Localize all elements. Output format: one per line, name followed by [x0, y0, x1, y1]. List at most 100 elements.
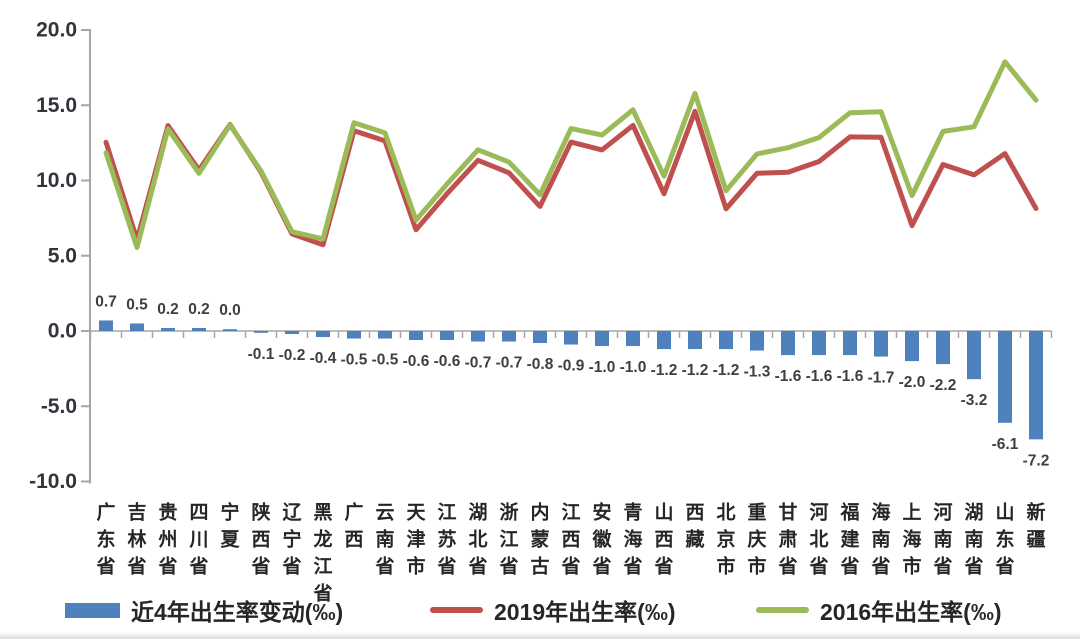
- category-label-char: 福: [839, 501, 859, 524]
- category-label-char: 省: [870, 556, 890, 578]
- category-label-char: 南: [871, 529, 890, 551]
- bar-value-label: -0.9: [558, 358, 585, 375]
- bar-value-label: -7.2: [1023, 452, 1050, 469]
- category-label-char: 省: [436, 556, 456, 578]
- category-label-char: 浙: [499, 501, 518, 524]
- bar-labels: 0.7 0.5 0.2 0.2 0.0-0.1 -0.2 -0.4 -0.5 -0.5 -0.6-…: [95, 293, 1049, 469]
- category-label-char: 广: [96, 501, 115, 524]
- bar-value-label: -1.0: [620, 359, 647, 376]
- category-label-char: 西: [251, 530, 270, 551]
- line-2016: [103, 59, 1039, 250]
- bar: [409, 331, 423, 341]
- category-label-char: 河: [809, 502, 828, 524]
- bar: [595, 331, 609, 347]
- y-tick-label: 10.0: [36, 169, 77, 192]
- legend-swatch-line-2016: [756, 607, 809, 613]
- bar-value-label: 0.5: [126, 296, 148, 313]
- category-label-char: 省: [591, 556, 611, 578]
- category-label-char: 贵: [158, 502, 177, 524]
- bar: [533, 331, 547, 344]
- bar: [1029, 331, 1043, 440]
- category-label-char: 省: [188, 556, 208, 578]
- category-label-char: 省: [281, 556, 301, 578]
- bar-value-label: -1.3: [744, 364, 771, 381]
- category-label-char: 青: [623, 502, 642, 524]
- category-label-char: 省: [839, 556, 859, 578]
- category-label-char: 省: [374, 556, 394, 578]
- bar-value-label: -1.2: [682, 362, 709, 379]
- y-tick-label: -5.0: [41, 395, 77, 418]
- category-label-char: 省: [963, 556, 983, 578]
- category-label-char: 西: [654, 530, 673, 551]
- bar-value-label: -0.6: [403, 353, 430, 370]
- category-label-char: 省: [653, 556, 673, 578]
- bar: [440, 331, 454, 341]
- bar: [564, 331, 578, 345]
- category-label-char: 省: [250, 556, 270, 578]
- category-label-char: 河: [933, 502, 952, 524]
- category-label-char: 北: [468, 529, 487, 551]
- category-label-char: 省: [498, 556, 518, 578]
- category-label-char: 龙: [313, 528, 332, 551]
- legend-item-2019: 2019年出生率(‰): [430, 595, 675, 625]
- bar-value-label: 0.7: [95, 293, 117, 310]
- y-tick-label: 15.0: [36, 94, 77, 117]
- category-label-char: 建: [840, 528, 859, 551]
- bar-value-label: -1.2: [651, 362, 678, 379]
- category-label-char: 湖: [468, 502, 487, 524]
- bar: [905, 331, 919, 362]
- bar-value-label: -1.7: [868, 370, 895, 387]
- category-label-char: 市: [747, 555, 766, 578]
- category-label-char: 新: [1026, 501, 1045, 524]
- category-label-char: 省: [312, 583, 332, 605]
- legend-label-change: 近4年出生率变动(‰): [131, 599, 344, 625]
- category-label-char: 东: [96, 528, 115, 551]
- bar-value-label: -3.2: [961, 392, 988, 409]
- category-label-char: 南: [375, 529, 394, 551]
- bar: [688, 331, 702, 350]
- y-tick-label: 0.0: [48, 320, 77, 343]
- bottom-edge: [0, 632, 1080, 639]
- category-label-char: 海: [623, 528, 642, 551]
- category-label-char: 云: [375, 503, 394, 524]
- category-label-char: 天: [406, 503, 426, 524]
- category-label-char: 南: [933, 529, 952, 551]
- bar: [254, 331, 268, 333]
- category-label-char: 津: [406, 528, 425, 551]
- category-label-char: 江: [561, 502, 580, 524]
- category-label-char: 庆: [747, 528, 766, 551]
- bar-value-label: -0.2: [279, 347, 306, 364]
- category-label-char: 广: [344, 501, 363, 524]
- category-label-char: 省: [622, 556, 642, 578]
- category-label-char: 黑: [313, 502, 332, 524]
- legend-swatch-bar: [65, 602, 120, 618]
- category-label-char: 徽: [591, 528, 612, 551]
- category-label-char: 省: [777, 556, 797, 578]
- category-label-char: 安: [592, 501, 611, 524]
- legend-item-2016: 2016年出生率(‰): [756, 595, 1001, 625]
- category-label-char: 省: [808, 556, 828, 578]
- category-label-char: 省: [126, 556, 146, 578]
- bar: [471, 331, 485, 342]
- bar: [843, 331, 857, 356]
- category-label-char: 海: [871, 501, 890, 524]
- category-label-char: 重: [747, 502, 766, 524]
- category-label-char: 省: [560, 556, 580, 578]
- bar-value-label: 0.2: [188, 301, 210, 318]
- category-label-char: 西: [685, 503, 704, 524]
- category-label-char: 川: [188, 530, 208, 551]
- category-label-char: 甘: [778, 502, 797, 524]
- category-label-char: 苏: [437, 528, 456, 551]
- bar: [936, 331, 950, 365]
- bar: [781, 331, 795, 356]
- category-label-char: 辽: [282, 502, 301, 524]
- category-label-char: 省: [932, 556, 952, 578]
- category-label-char: 海: [902, 528, 921, 551]
- category-label-char: 内: [530, 501, 549, 524]
- bar: [750, 331, 764, 351]
- legend-label-2019: 2019年出生率(‰): [494, 599, 676, 625]
- bar: [223, 329, 237, 331]
- category-label-char: 东: [995, 528, 1014, 551]
- bar: [502, 331, 516, 342]
